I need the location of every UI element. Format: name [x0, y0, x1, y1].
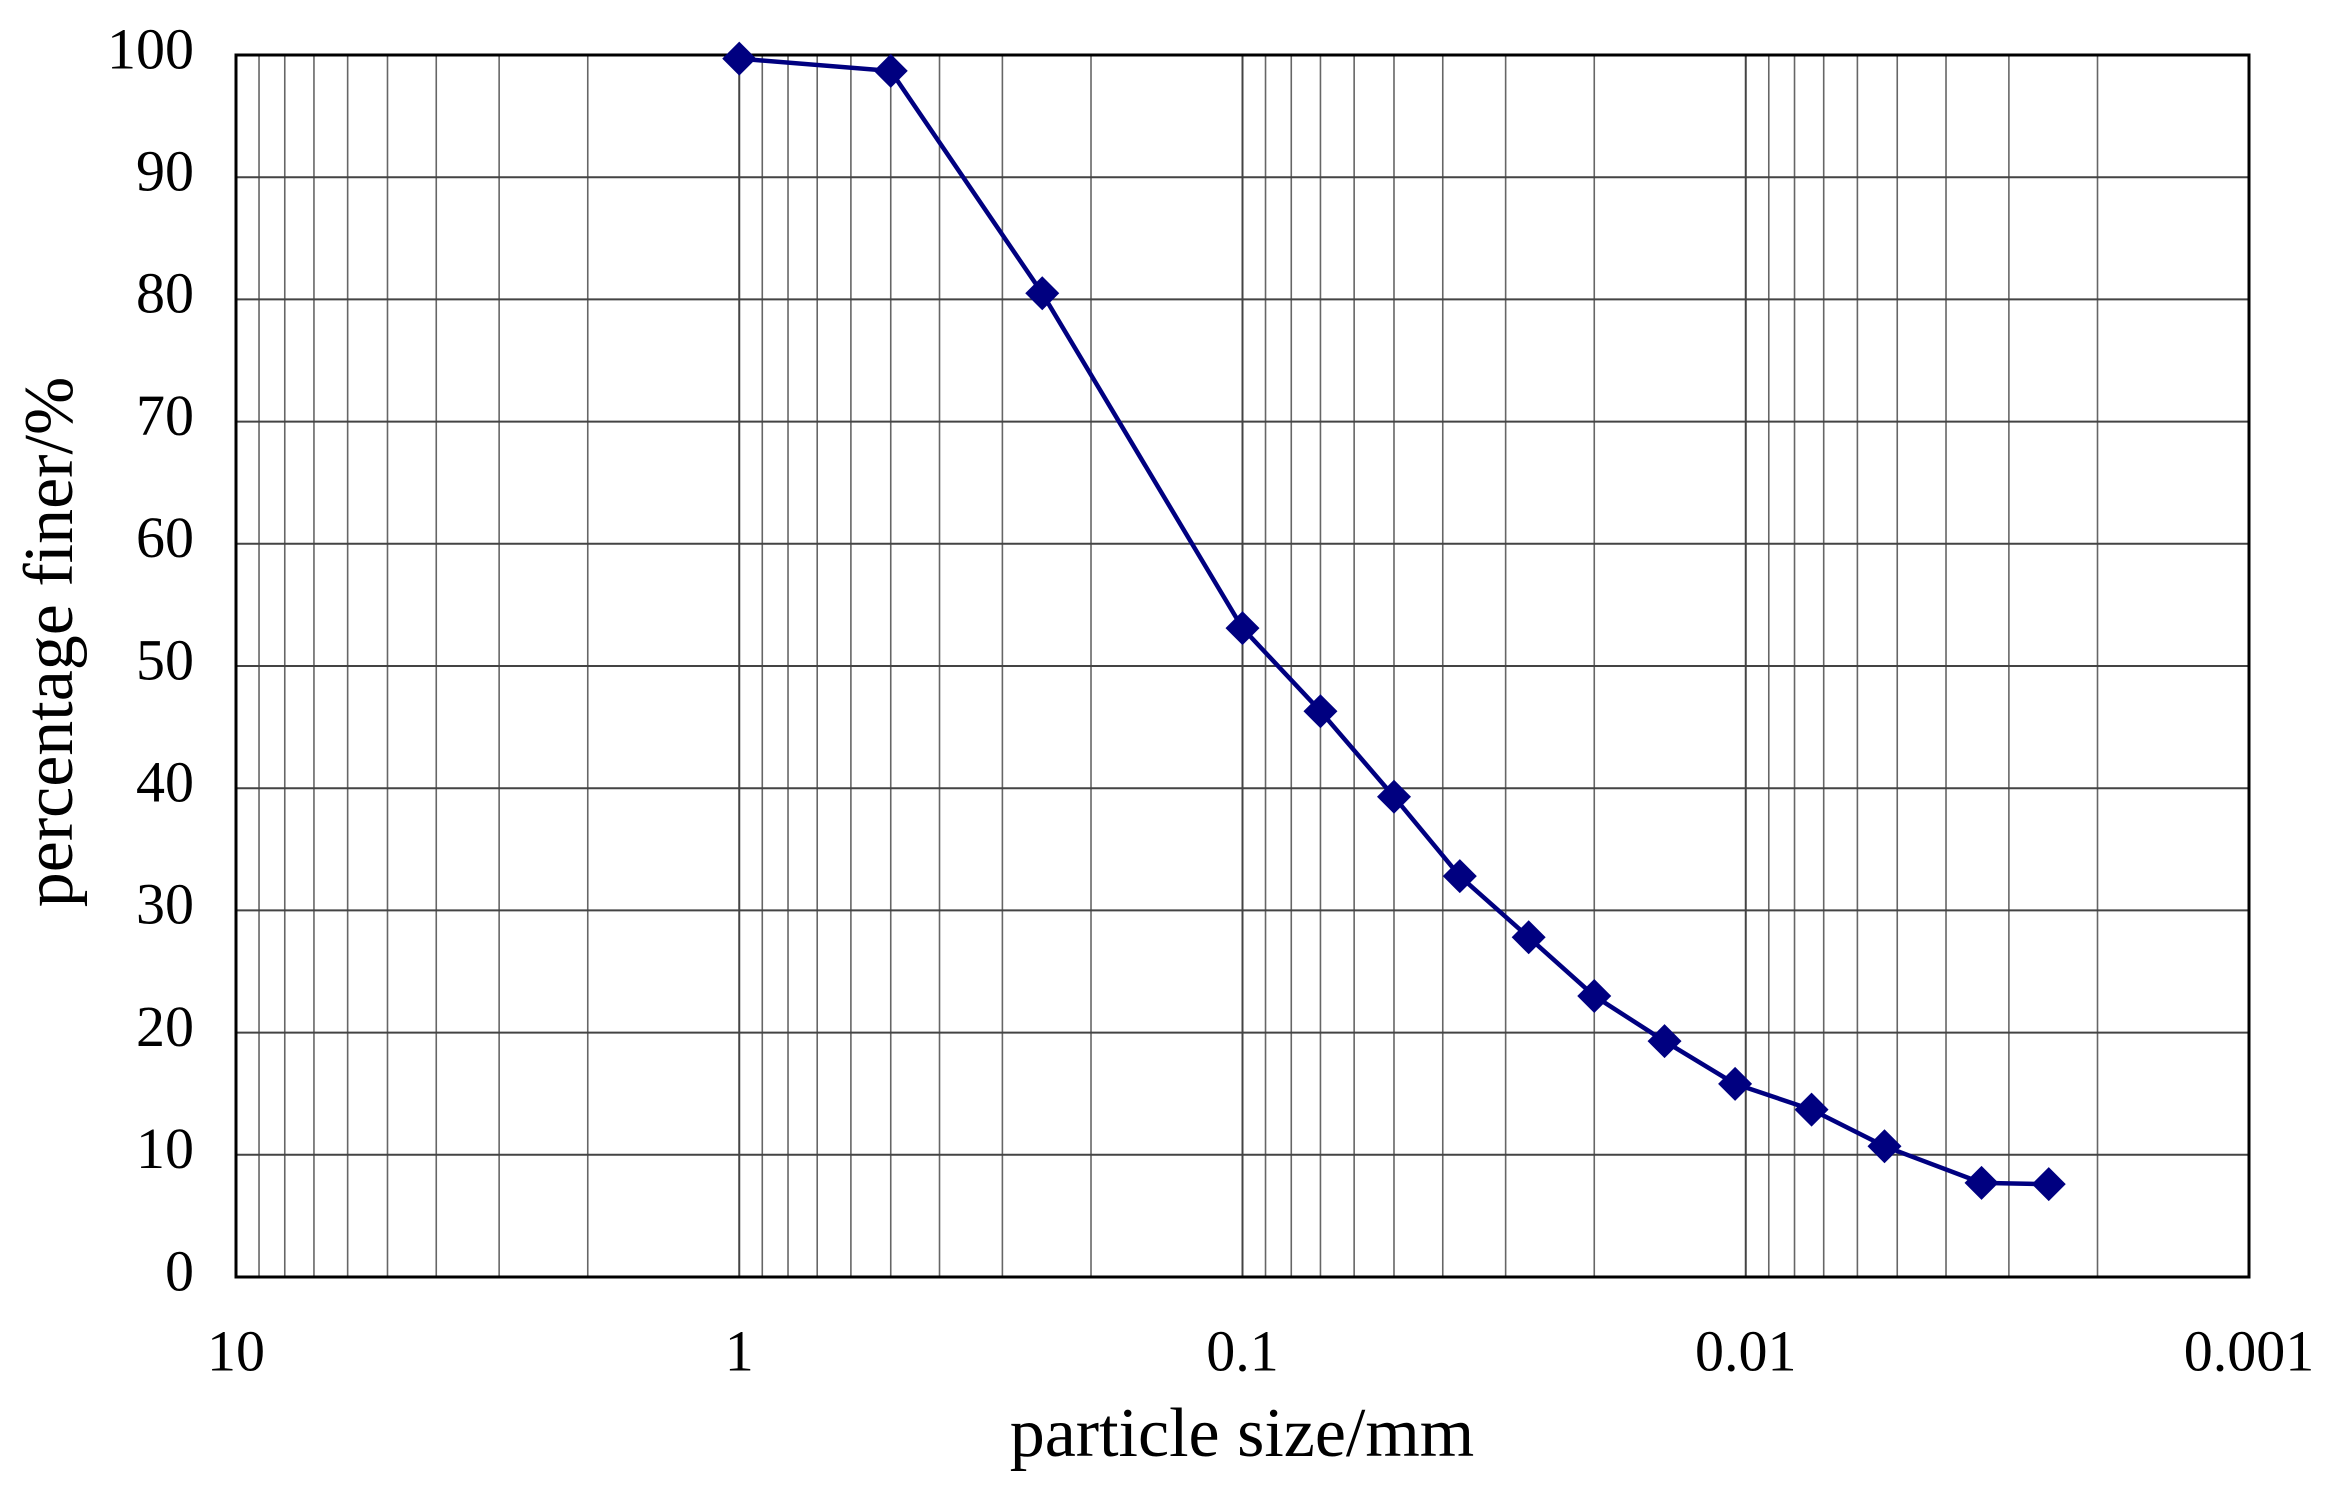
data-point: [1442, 859, 1477, 894]
data-point: [1376, 779, 1411, 814]
data-point: [2031, 1167, 2066, 1202]
data-point: [1718, 1066, 1753, 1101]
y-tick-label: 10: [136, 1116, 194, 1181]
y-tick-label: 20: [136, 994, 194, 1059]
data-point: [1867, 1129, 1902, 1164]
y-tick-label: 90: [136, 139, 194, 204]
y-tick-label: 60: [136, 505, 194, 570]
data-point: [1303, 694, 1338, 729]
y-tick-label: 100: [107, 16, 194, 81]
y-tick-label: 30: [136, 872, 194, 937]
data-point: [1511, 920, 1546, 955]
data-point: [873, 53, 908, 88]
x-tick-label: 0.1: [1206, 1318, 1279, 1383]
x-axis-title: particle size/mm: [1010, 1395, 1475, 1472]
data-point: [1647, 1024, 1682, 1059]
data-point: [722, 41, 757, 76]
data-point: [1025, 276, 1060, 311]
y-tick-label: 0: [165, 1238, 194, 1303]
y-axis-title: percentage finer/%: [11, 377, 88, 908]
y-tick-label: 70: [136, 383, 194, 448]
x-tick-label: 0.001: [2184, 1318, 2315, 1383]
plot-frame: [234, 53, 2251, 1279]
y-tick-label: 80: [136, 261, 194, 326]
data-point: [1577, 978, 1612, 1013]
data-point: [1225, 611, 1260, 646]
x-tick-label: 1: [725, 1318, 754, 1383]
y-tick-label: 40: [136, 750, 194, 815]
x-tick-label: 0.01: [1695, 1318, 1797, 1383]
data-point: [1794, 1092, 1829, 1127]
y-tick-label: 50: [136, 627, 194, 692]
data-point: [1964, 1165, 1999, 1200]
x-tick-label: 10: [207, 1318, 265, 1383]
